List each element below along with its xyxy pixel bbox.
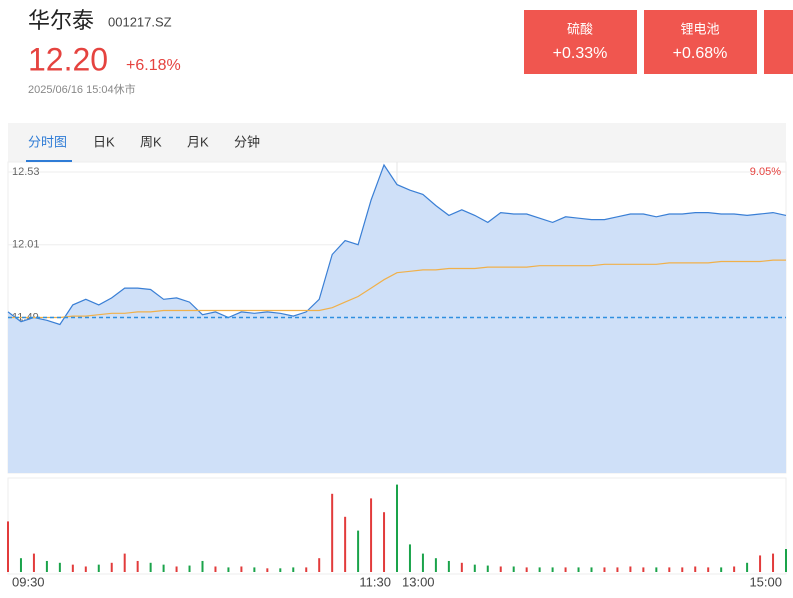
volume-bar: [396, 484, 398, 572]
tab[interactable]: 月K: [187, 134, 209, 149]
volume-bar: [603, 567, 606, 572]
volume-bar: [655, 567, 658, 572]
volume-bar: [331, 493, 334, 572]
volume-bar: [694, 566, 697, 572]
volume-bar: [383, 512, 386, 572]
sector-card[interactable]: [524, 10, 637, 74]
volume-bar: [136, 560, 139, 572]
volume-bar: [227, 567, 230, 572]
volume-bar: [577, 567, 580, 572]
volume-bar: [473, 564, 476, 572]
x-tick-label: 09:30: [12, 574, 45, 589]
volume-bar: [279, 568, 282, 572]
volume-bar: [746, 562, 749, 572]
price-area: [8, 165, 786, 473]
y2-tick-label: 9.05%: [750, 166, 781, 178]
volume-bar: [421, 553, 424, 572]
volume-bar: [720, 567, 723, 572]
volume-bar: [759, 555, 762, 572]
volume-bar: [214, 566, 217, 572]
sector-change: +0.33%: [553, 45, 608, 62]
sector-card[interactable]: [644, 10, 757, 74]
volume-bar: [434, 558, 437, 572]
x-tick-label: 15:00: [749, 574, 782, 589]
volume-bar: [772, 553, 775, 572]
volume-bar: [408, 544, 411, 572]
volume-bar: [175, 566, 178, 572]
volume-bar: [292, 567, 295, 572]
x-tick-label: 11:30: [359, 574, 391, 589]
sector-name: 锂电池: [680, 21, 719, 36]
volume-bar: [240, 566, 243, 572]
volume-bar: [538, 567, 541, 572]
volume-bar: [97, 564, 100, 572]
volume-bar: [45, 560, 48, 572]
volume-bar: [123, 553, 126, 572]
sector-change: +0.68%: [673, 45, 728, 62]
y-tick-label: 12.01: [12, 239, 40, 251]
sector-name: 硫酸: [567, 21, 593, 36]
volume-bar: [370, 498, 373, 572]
volume-bar: [590, 567, 593, 572]
volume-bar: [318, 558, 321, 572]
tab[interactable]: 分钟: [234, 134, 260, 149]
sector-card[interactable]: [764, 10, 793, 74]
volume-bar: [629, 566, 632, 572]
average-line: [8, 259, 786, 319]
volume-bar: [266, 568, 269, 572]
volume-bar: [84, 566, 87, 572]
x-tick-label: 13:00: [402, 574, 435, 589]
volume-bar: [551, 567, 554, 572]
tab[interactable]: 分时图: [28, 134, 67, 149]
change: +6.18%: [126, 57, 181, 74]
volume-bar: [32, 553, 35, 572]
volume-bar: [344, 516, 347, 572]
volume-bar: [525, 567, 528, 572]
volume-bar: [162, 564, 165, 572]
volume-bar: [305, 567, 308, 572]
tab[interactable]: 日K: [93, 134, 115, 149]
time: 2025/06/16 15:04休市: [28, 82, 136, 96]
volume-bar: [149, 562, 152, 572]
volume-bar: [733, 566, 736, 572]
volume-bar: [447, 560, 450, 572]
volume-bar: [512, 566, 515, 572]
volume-bar: [499, 566, 502, 572]
volume-bar: [785, 549, 787, 572]
volume-bar: [668, 567, 671, 572]
volume-bar: [616, 567, 619, 572]
volume-bar: [201, 560, 204, 572]
volume-bar: [253, 567, 256, 572]
price-line: [7, 163, 787, 326]
y-tick-label: 12.53: [12, 166, 40, 178]
volume-bar: [681, 567, 684, 572]
tab[interactable]: 周K: [140, 134, 162, 149]
volume-bar: [19, 558, 22, 572]
volume-bar: [188, 565, 191, 572]
volume-bar: [357, 530, 360, 572]
price: 12.20: [28, 41, 108, 77]
volume-bar: [460, 562, 463, 572]
stock-code: 001217.SZ: [108, 14, 172, 29]
tab-bar: [8, 123, 786, 162]
volume-bar: [71, 564, 74, 572]
volume-bar: [110, 562, 113, 572]
volume-bar: [707, 567, 710, 572]
stock-name: 华尔泰: [28, 8, 94, 33]
volume-bar: [58, 562, 61, 572]
volume-bar: [486, 565, 489, 572]
volume-bar: [564, 567, 567, 572]
volume-bar: [7, 521, 9, 572]
volume-bar: [642, 567, 645, 572]
